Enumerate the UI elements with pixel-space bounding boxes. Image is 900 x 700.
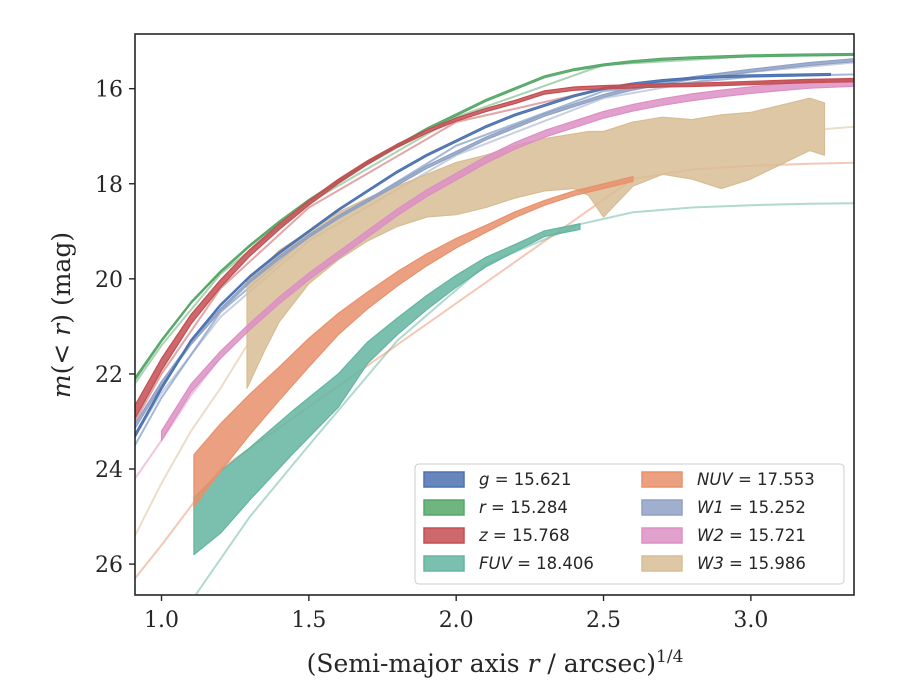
legend-swatch-g	[423, 471, 465, 488]
x-tick-label: 1.0	[144, 608, 179, 633]
extrapolation-line-w3	[135, 344, 248, 537]
y-tick-label: 24	[95, 458, 123, 483]
legend-swatch-z	[423, 527, 465, 544]
legend-swatch-fuv	[423, 555, 465, 572]
legend-label-z: z = 15.768	[478, 526, 570, 545]
legend-label-g: g = 15.621	[479, 470, 572, 489]
band-w2	[160, 79, 854, 442]
band-w3	[246, 97, 826, 389]
x-tick-label: 2.0	[439, 608, 474, 633]
y-axis: 16 18 20 22 24 26	[95, 78, 135, 578]
y-tick-label: 26	[95, 553, 123, 578]
legend-swatch-nuv	[641, 471, 683, 488]
legend-swatch-w1	[641, 499, 683, 516]
y-tick-label: 22	[95, 363, 123, 388]
y-tick-label: 16	[95, 78, 123, 103]
legend-box	[414, 463, 845, 585]
x-tick-label: 2.5	[586, 608, 621, 633]
x-axis: 1.0 1.5 2.0 2.5 3.0	[144, 595, 768, 633]
extrapolation-line-w2	[135, 356, 222, 480]
band-z	[135, 77, 854, 420]
x-axis-label: (Semi-major axis r / arcsec)1/4	[307, 647, 684, 678]
legend-swatch-w3	[641, 555, 683, 572]
y-tick-label: 18	[95, 173, 123, 198]
legend-label-fuv: FUV = 18.406	[479, 554, 594, 573]
band-g	[135, 72, 831, 439]
band-nuv	[193, 176, 634, 508]
y-axis-label: m(< r) (mag)	[47, 232, 76, 398]
legend-label-nuv: NUV = 17.553	[697, 470, 815, 489]
legend-swatch-r	[423, 499, 465, 516]
legend-label-r: r = 15.284	[479, 498, 568, 517]
legend-label-w3: W3 = 15.986	[697, 554, 806, 573]
band-fuv	[193, 223, 581, 556]
y-tick-label: 20	[95, 268, 123, 293]
legend-swatch-w2	[641, 527, 683, 544]
legend: g = 15.621 r = 15.284 z = 15.768 FUV = 18.4…	[414, 463, 845, 585]
x-tick-label: 1.5	[291, 608, 326, 633]
extrapolation-line-w3	[824, 125, 854, 131]
legend-label-w2: W2 = 15.721	[697, 526, 806, 545]
plot-frame	[134, 33, 855, 596]
series-bands	[135, 52, 854, 556]
legend-label-w1: W1 = 15.252	[697, 498, 806, 517]
x-tick-label: 3.0	[733, 608, 768, 633]
band-w1	[135, 58, 854, 430]
